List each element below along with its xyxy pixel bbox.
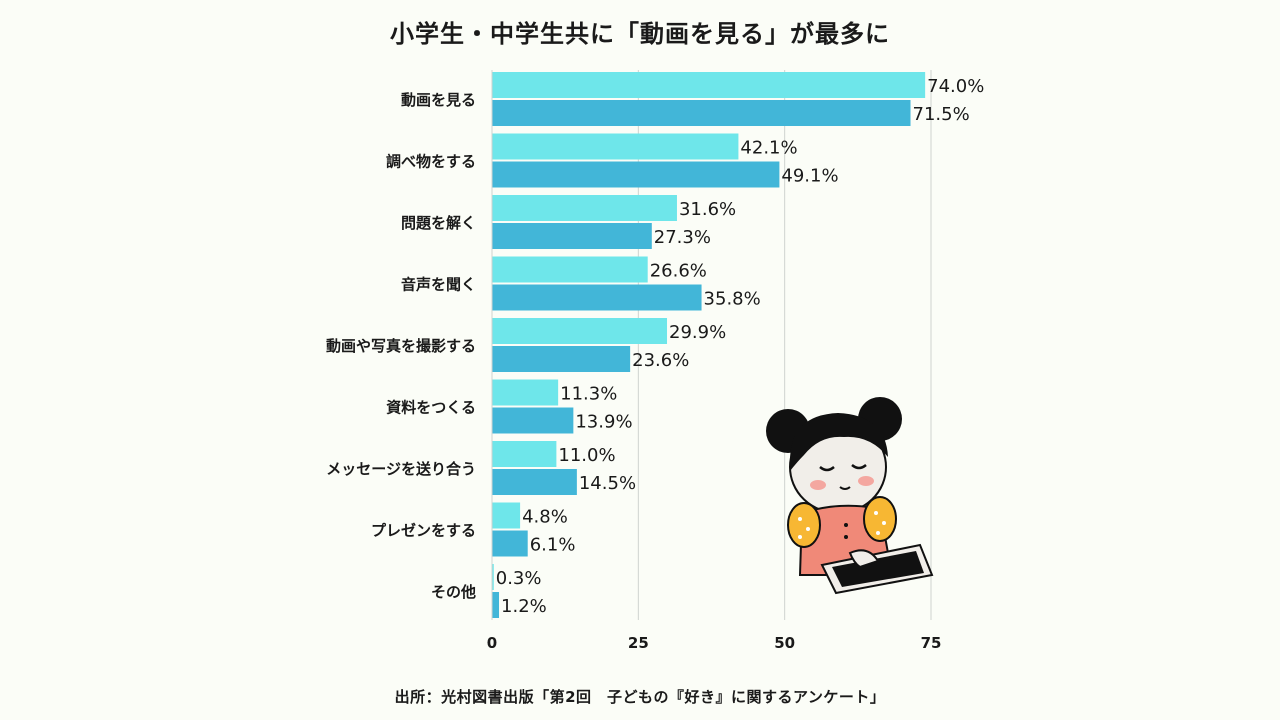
- category-label-8: その他: [431, 583, 476, 601]
- category-label-4: 動画や写真を撮影する: [326, 337, 476, 355]
- source-note: 出所：光村図書出版「第2回 子どもの『好き』に関するアンケート」: [394, 688, 886, 706]
- data-label-5-0: 11.3%: [560, 384, 617, 405]
- bar-4-0: [492, 318, 668, 344]
- bar-8-1: [492, 592, 500, 618]
- bar-6-1: [492, 469, 577, 495]
- girl-with-tablet-icon: [766, 397, 934, 595]
- data-label-0-0: 74.0%: [927, 76, 984, 97]
- bar-1-1: [492, 161, 780, 188]
- bar-7-0: [492, 502, 521, 529]
- category-label-2: 問題を解く: [401, 214, 476, 232]
- data-label-1-0: 42.1%: [740, 138, 797, 159]
- bar-5-1: [492, 407, 574, 434]
- bar-0-1: [492, 100, 911, 126]
- bar-2-0: [492, 195, 677, 221]
- category-label-6: メッセージを送り合う: [326, 460, 476, 478]
- data-label-4-1: 23.6%: [632, 350, 689, 371]
- category-label-3: 音声を聞く: [401, 276, 476, 294]
- data-label-5-1: 13.9%: [575, 412, 632, 433]
- data-label-6-1: 14.5%: [579, 473, 636, 494]
- bar-3-0: [492, 256, 648, 283]
- data-label-8-0: 0.3%: [496, 568, 542, 589]
- bar-8-0: [492, 564, 494, 590]
- x-tick-label-75: 75: [921, 634, 942, 652]
- data-label-2-1: 27.3%: [654, 227, 711, 248]
- bar-7-1: [492, 530, 528, 557]
- bar-0-0: [492, 72, 926, 98]
- data-label-7-1: 6.1%: [530, 535, 576, 556]
- data-label-3-1: 35.8%: [704, 289, 761, 310]
- bar-chart: 74.0% 71.5% 動画を見る 42.1% 49.1% 調べ物をする 31.6% 27.3…: [326, 70, 984, 652]
- x-tick-label-50: 50: [774, 634, 795, 652]
- data-label-1-1: 49.1%: [781, 166, 838, 187]
- category-label-5: 資料をつくる: [386, 399, 476, 417]
- x-tick-label-0: 0: [487, 634, 497, 652]
- bar-2-1: [492, 223, 652, 249]
- bar-6-0: [492, 441, 557, 467]
- category-label-7: プレゼンをする: [371, 522, 476, 540]
- data-label-6-0: 11.0%: [558, 445, 615, 466]
- data-label-4-0: 29.9%: [669, 322, 726, 343]
- data-label-3-0: 26.6%: [650, 261, 707, 282]
- category-label-1: 調べ物をする: [386, 153, 476, 171]
- bar-3-1: [492, 284, 702, 311]
- x-tick-label-25: 25: [628, 634, 649, 652]
- chart-title: 小学生・中学生共に「動画を見る」が最多に: [390, 20, 890, 48]
- data-label-2-0: 31.6%: [679, 199, 736, 220]
- data-label-0-1: 71.5%: [913, 104, 970, 125]
- data-label-7-0: 4.8%: [522, 507, 568, 528]
- bar-1-0: [492, 133, 739, 160]
- category-label-0: 動画を見る: [401, 91, 476, 109]
- data-label-8-1: 1.2%: [501, 596, 547, 617]
- bar-5-0: [492, 379, 559, 406]
- bar-4-1: [492, 346, 631, 372]
